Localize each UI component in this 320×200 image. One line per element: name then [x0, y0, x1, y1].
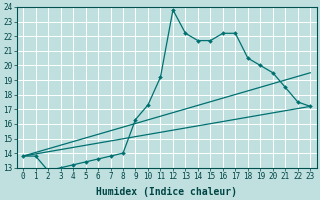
X-axis label: Humidex (Indice chaleur): Humidex (Indice chaleur): [96, 186, 237, 197]
